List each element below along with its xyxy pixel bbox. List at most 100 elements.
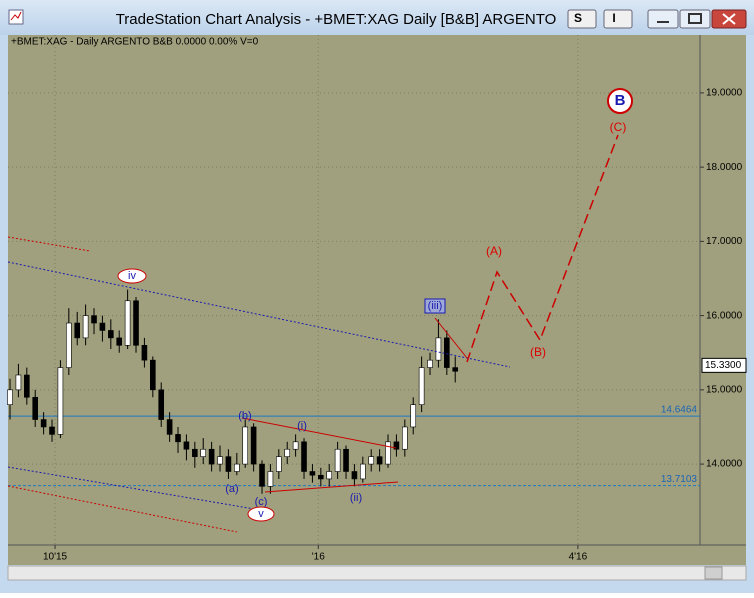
candle-body [242,426,249,465]
candle-body [250,426,257,465]
candle-body [351,471,358,480]
wave-label: iv [128,270,136,282]
last-price-box [701,357,747,373]
trendline [7,236,91,252]
x-tick-label: '16 [312,552,325,563]
candle-body [318,474,324,480]
s-button[interactable] [567,9,597,29]
candle-body [217,456,223,465]
y-tick-label: 19.0000 [706,88,743,99]
candle-body [418,367,425,405]
wave-badge [424,298,446,314]
y-tick-label: 16.0000 [706,310,743,321]
candle-body [410,404,417,428]
scrollbar-thumb[interactable] [704,566,723,580]
candle-body [234,463,240,472]
close-glyph [722,13,736,25]
wave-badge [247,506,275,522]
candle-body [99,322,106,331]
projection [466,134,619,363]
plot: 14.0000 15.0000 16.0000 17.0000 18.0000 19.00… [7,35,747,563]
candle-body [284,448,291,457]
candle-body [259,463,265,487]
candle-body [276,456,282,472]
wave-label: (iii) [428,300,443,312]
wave-label: (b) [238,410,251,422]
candle-body [175,434,181,443]
candle-body [133,300,139,346]
wave-badge [117,268,147,284]
y-tick-label: 14.0000 [706,459,743,470]
trendline [264,481,399,493]
wave-label: v [258,508,264,520]
candle-body [32,396,39,420]
window-title: TradeStation Chart Analysis - +BMET:XAG … [116,11,557,28]
wave-label: (B) [530,345,546,359]
candle-body [166,419,173,435]
wave-label: B [615,92,626,109]
y-tick-label: 15.0000 [706,384,743,395]
candle-body [57,367,64,435]
y-tick-label: 17.0000 [706,236,743,247]
candle-body [124,300,131,346]
candle-body [158,389,165,420]
candle-body [452,367,459,372]
app-icon [8,9,24,25]
candle-body [326,471,333,480]
candle-body [200,448,207,457]
trendline [7,485,238,533]
candle-body [192,448,198,457]
wave-badge [607,88,633,114]
candle-body [7,389,13,405]
app-icon-glyph [10,11,22,21]
candle-body [309,471,316,476]
candle-body [74,322,81,339]
level-label: 13.7103 [661,474,698,485]
wave-label: (C) [610,120,627,134]
trendlines [7,134,619,533]
s-button-label[interactable]: S [574,11,582,25]
maximize-button[interactable] [679,9,711,29]
x-tick-label: 10'15 [43,552,68,563]
candle-body [208,448,215,465]
wave-label: (i) [297,420,307,432]
candle-body [393,441,400,450]
candle-body [225,456,232,472]
candle-body [444,337,450,368]
i-button-label[interactable]: I [612,11,615,25]
candle-body [15,374,22,391]
candle-body [183,441,190,450]
trendline [7,261,511,368]
candle-body [24,374,30,398]
last-price-label: 15.3300 [705,360,742,371]
wave-label: (A) [486,244,502,258]
i-button[interactable] [603,9,633,29]
candle-body [150,359,156,391]
maximize-glyph [688,13,702,24]
candle-body [435,337,442,361]
candle-body [267,471,274,487]
candle-body [334,448,341,472]
candle-body [301,441,307,472]
candle-body [116,337,123,346]
chart-header: +BMET:XAG - Daily ARGENTO B&B 0.0000 0.0… [11,37,259,48]
wave-label: (c) [255,496,268,508]
x-tick-label: 4'16 [569,552,588,563]
minimize-button[interactable] [647,9,679,29]
candle-body [376,456,383,465]
trendline [434,317,468,359]
candle-body [108,330,114,339]
candle-body [141,345,148,361]
candle-body [49,426,55,435]
chart-area [8,35,746,565]
candle-body [427,359,433,368]
candle-body [66,322,72,368]
candle-body [82,315,89,339]
y-tick-label: 18.0000 [706,162,743,173]
candle-body [368,456,375,465]
wave-label: (ii) [350,492,362,504]
scrollbar[interactable] [7,565,747,581]
trendline [241,417,397,449]
candle-body [40,419,47,428]
